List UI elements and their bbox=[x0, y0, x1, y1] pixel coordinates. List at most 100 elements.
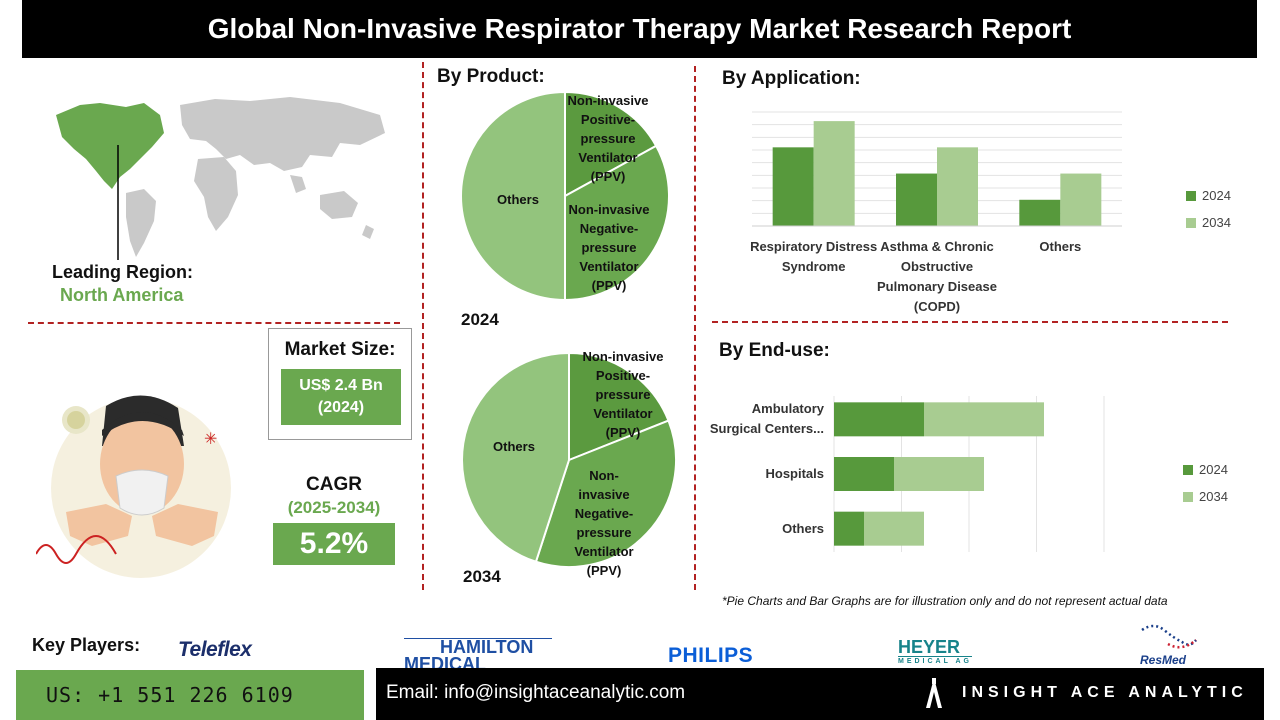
pie-slice-2034-0 bbox=[568, 351, 670, 462]
enduse-category-line: Others bbox=[782, 520, 824, 536]
leading-region-label: Leading Region: bbox=[52, 262, 193, 282]
pie-label-2024-2: Others bbox=[478, 190, 558, 209]
pie-label-2024-1-line: pressure bbox=[581, 240, 637, 255]
pie-2034-year: 2034 bbox=[463, 567, 501, 586]
pie-2024-year: 2024 bbox=[461, 310, 499, 329]
email-bar: Email: info@insightaceanalytic.com INSIG… bbox=[376, 668, 1264, 720]
divider-left bbox=[422, 62, 424, 590]
enduse-category-label-1: Hospitals bbox=[700, 464, 824, 484]
application-heading: By Application: bbox=[722, 68, 861, 89]
divider-application bbox=[712, 321, 1228, 323]
app-legend-swatch bbox=[1186, 217, 1196, 228]
enduse-category-label-0: Ambulatory Surgical Centers... bbox=[700, 399, 824, 439]
brand-name: INSIGHT ACE ANALYTIC bbox=[962, 684, 1248, 701]
market-size-box: Market Size: US$ 2.4 Bn (2024) bbox=[268, 328, 412, 440]
app-category-label-0: Respiratory Distress Syndrome bbox=[742, 237, 886, 277]
app-category-label-1: Asthma & Chronic Obstructive Pulmonary Dis… bbox=[865, 237, 1009, 317]
resmed-logo: ResMed bbox=[1140, 653, 1187, 667]
leading-region-value: North America bbox=[60, 285, 184, 305]
teleflex-logo: Teleflex bbox=[178, 638, 252, 661]
heyer-logo-bottom: MEDICAL AG bbox=[898, 656, 972, 665]
enduse-bar-1-2024 bbox=[834, 457, 894, 491]
enduse-legend-label: 2024 bbox=[1199, 462, 1228, 477]
pie-label-2034-1-line: invasive bbox=[578, 487, 630, 502]
pie-slice-2024-1 bbox=[564, 144, 670, 302]
pie-label-2034-1-line: Non- bbox=[589, 468, 619, 483]
pie-label-2024-0-line: Positive- bbox=[580, 112, 636, 127]
pie-slice-2024-2 bbox=[460, 90, 566, 302]
app-category-line: Others bbox=[1039, 239, 1082, 254]
pie-chart-2034 bbox=[461, 351, 677, 568]
pie-label-2024-0-line: Ventilator bbox=[578, 150, 638, 165]
app-bar-1-2034 bbox=[937, 147, 978, 226]
enduse-bar-2-2034 bbox=[864, 511, 924, 546]
cagr-period: (2025-2034) bbox=[287, 498, 381, 517]
app-legend-0: 2024 bbox=[1186, 188, 1231, 203]
respirator-illustration-icon: ✳ bbox=[36, 395, 231, 578]
svg-text:✳: ✳ bbox=[204, 429, 217, 448]
disclaimer-note: *Pie Charts and Bar Graphs are for illus… bbox=[722, 594, 1168, 608]
enduse-heading: By End-use: bbox=[719, 340, 830, 361]
heyer-logo: HEYER MEDICAL AG bbox=[898, 638, 972, 666]
phone-number[interactable]: US: +1 551 226 6109 bbox=[16, 670, 364, 720]
product-heading: By Product: bbox=[437, 66, 545, 87]
email-link[interactable]: Email: info@insightaceanalytic.com bbox=[386, 682, 686, 703]
app-legend-1: 2034 bbox=[1186, 215, 1231, 230]
pie-label-2034-0-line: Non-invasive bbox=[582, 349, 664, 364]
pie-label-2034-1-line: (PPV) bbox=[586, 563, 622, 578]
pie-label-2034-2: Others bbox=[474, 437, 554, 456]
pie-label-2024-1: Non-invasive Negative-pressure Ventilator (… bbox=[561, 200, 657, 295]
enduse-category-line: Surgical Centers... bbox=[709, 421, 824, 437]
pie-label-2024-0-line: Non-invasive bbox=[567, 93, 649, 108]
hamilton-logo-top: HAMILTON bbox=[404, 638, 552, 656]
pie-label-2034-0-line: Positive- bbox=[595, 368, 651, 383]
enduse-category-label-2: Others bbox=[700, 519, 824, 539]
enduse-bar-2-2024 bbox=[834, 511, 864, 546]
app-legend-label: 2024 bbox=[1202, 188, 1231, 203]
enduse-category-line: Hospitals bbox=[765, 466, 824, 481]
app-category-line: (COPD) bbox=[913, 299, 961, 314]
enduse-bar-0-2024 bbox=[834, 402, 924, 437]
cagr-value: 5.2% bbox=[273, 523, 395, 565]
pie-slice-2024-0 bbox=[564, 90, 658, 198]
app-category-line: Asthma & Chronic bbox=[880, 239, 994, 254]
app-bar-2-2024 bbox=[1019, 199, 1061, 226]
pie-slice-2034-2 bbox=[461, 351, 570, 564]
pie-label-2034-2-line: Others bbox=[493, 439, 535, 454]
pie-label-2024-0: Non-invasive Positive-pressure Ventilator (… bbox=[561, 91, 655, 186]
app-category-line: Obstructive bbox=[900, 259, 974, 274]
divider-region bbox=[28, 322, 400, 324]
app-bar-0-2034 bbox=[813, 121, 855, 226]
app-category-label-2: Others bbox=[988, 237, 1132, 257]
report-title: Global Non-Invasive Respirator Therapy M… bbox=[22, 0, 1257, 58]
pie-label-2034-0-line: (PPV) bbox=[605, 425, 641, 440]
north-america-shape bbox=[56, 103, 164, 189]
enduse-bar-chart bbox=[833, 396, 1105, 552]
pie-label-2034-0-line: pressure bbox=[595, 387, 651, 402]
pie-label-2024-1-line: (PPV) bbox=[591, 278, 627, 293]
pie-label-2024-1-line: Negative- bbox=[579, 221, 639, 236]
market-size-amount: US$ 2.4 Bn bbox=[299, 377, 383, 394]
enduse-legend-swatch bbox=[1183, 491, 1193, 502]
heyer-logo-top: HEYER bbox=[898, 637, 961, 657]
market-size-value: US$ 2.4 Bn (2024) bbox=[281, 369, 401, 425]
pie-label-2034-1-line: Ventilator bbox=[574, 544, 634, 559]
pie-label-2034-1-line: pressure bbox=[576, 525, 632, 540]
pie-label-2034-1-line: Negative- bbox=[574, 506, 634, 521]
app-category-line: Pulmonary Disease bbox=[877, 279, 997, 294]
pie-label-2024-1-line: Ventilator bbox=[579, 259, 639, 274]
enduse-legend-swatch bbox=[1183, 464, 1193, 475]
world-map-icon bbox=[56, 97, 385, 260]
market-size-label: Market Size: bbox=[284, 339, 396, 360]
resmed-arc-icon bbox=[1141, 624, 1197, 649]
pie-label-2024-0-line: pressure bbox=[580, 131, 636, 146]
pie-label-2024-1-line: Non-invasive bbox=[568, 202, 650, 217]
divider-right bbox=[694, 66, 696, 590]
app-bar-0-2024 bbox=[772, 147, 814, 226]
enduse-legend-label: 2034 bbox=[1199, 489, 1228, 504]
pie-label-2034-0: Non-invasive Positive-pressure Ventilator (… bbox=[576, 347, 670, 442]
pie-label-2034-1: Non-invasive Negative-pressure Ventilator (… bbox=[566, 466, 642, 580]
key-players-label: Key Players: bbox=[32, 635, 141, 655]
brand-logo-icon bbox=[926, 678, 942, 708]
app-legend-swatch bbox=[1186, 190, 1196, 201]
